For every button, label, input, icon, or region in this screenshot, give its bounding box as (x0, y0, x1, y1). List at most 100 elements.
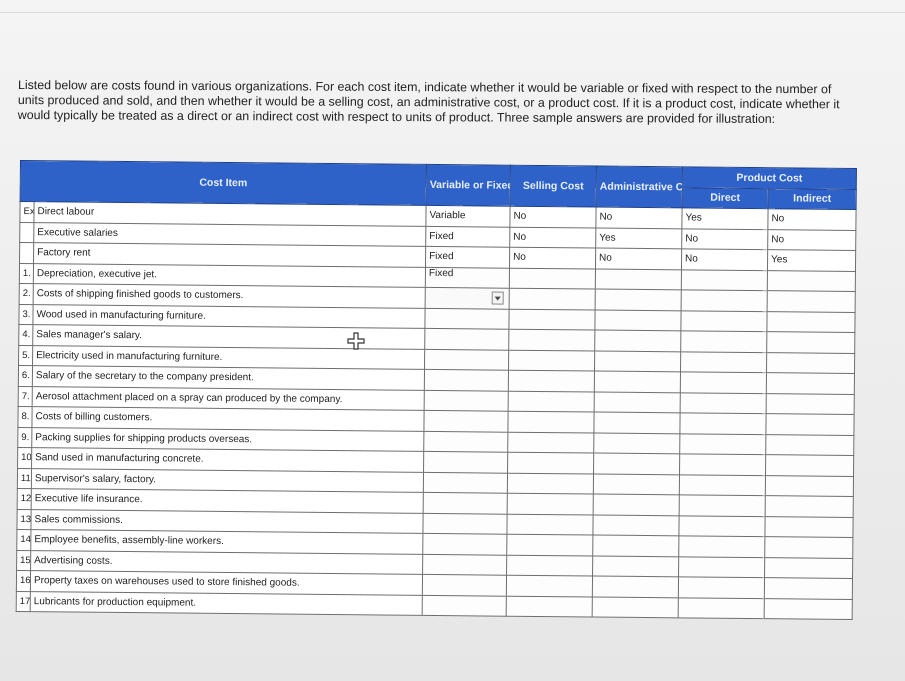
header-direct: Direct (682, 187, 769, 209)
direct-cost-select[interactable] (679, 453, 766, 476)
selling-cost-select[interactable] (506, 595, 593, 618)
administrative-cost-select[interactable] (593, 473, 680, 495)
administrative-cost-select[interactable] (592, 535, 679, 557)
variable-or-fixed-cell (427, 472, 504, 492)
variable-or-fixed-select[interactable] (422, 574, 507, 596)
selling-cost-select[interactable] (508, 308, 596, 331)
row-number: 12. (17, 488, 32, 510)
direct-cost-select[interactable] (680, 351, 767, 373)
direct-cost-select[interactable] (679, 474, 766, 496)
direct-cost-select[interactable] (680, 392, 767, 414)
selling-cost-select[interactable] (509, 267, 596, 290)
selling-cost-select[interactable] (507, 472, 594, 495)
variable-or-fixed-select[interactable] (423, 410, 509, 432)
selling-cost-select[interactable] (507, 431, 594, 454)
indirect-cost-select[interactable] (764, 557, 853, 579)
indirect-cost-select[interactable] (765, 413, 855, 436)
indirect-cost-select[interactable] (765, 475, 854, 497)
direct-cost-select[interactable] (680, 371, 767, 394)
administrative-cost-select[interactable] (592, 555, 679, 577)
indirect-cost-select[interactable] (765, 434, 854, 456)
direct-cost-select[interactable] (680, 310, 768, 332)
indirect-cost-select[interactable] (767, 290, 856, 313)
variable-or-fixed-cell (428, 390, 505, 410)
direct-cost-select[interactable] (680, 330, 767, 353)
administrative-cost-select[interactable] (595, 268, 682, 290)
variable-or-fixed-select[interactable] (422, 533, 507, 555)
variable-or-fixed-select[interactable] (424, 369, 509, 391)
administrative-cost-select[interactable] (594, 309, 682, 331)
selling-cost-select[interactable] (506, 554, 593, 577)
variable-or-fixed-select[interactable] (423, 471, 508, 494)
variable-or-fixed-select[interactable] (424, 307, 510, 330)
administrative-cost-select[interactable] (594, 330, 681, 352)
selling-cost-select[interactable] (506, 534, 593, 556)
variable-or-fixed-select[interactable] (422, 594, 507, 617)
administrative-cost-select[interactable] (593, 412, 681, 434)
selling-cost-select[interactable] (507, 493, 594, 515)
variable-or-fixed-select[interactable] (424, 389, 509, 412)
direct-cost-select[interactable] (678, 576, 765, 599)
selling-cost-select[interactable] (506, 513, 594, 536)
administrative-cost-select[interactable] (594, 350, 681, 372)
direct-cost-select[interactable] (678, 535, 765, 558)
variable-or-fixed-select[interactable] (422, 512, 508, 535)
administrative-cost-select[interactable] (593, 432, 680, 454)
administrative-cost-select[interactable] (593, 494, 680, 516)
indirect-cost-select[interactable] (764, 536, 853, 559)
administrative-cost-select[interactable] (592, 576, 679, 598)
direct-cost-select[interactable] (679, 433, 766, 455)
direct-cost-select[interactable] (678, 556, 765, 578)
selling-cost-select[interactable] (508, 390, 595, 413)
direct-cost-select[interactable] (681, 269, 768, 291)
selling-cost-select[interactable] (506, 575, 593, 597)
row-number (19, 222, 34, 243)
variable-or-fixed-cell (428, 329, 505, 349)
variable-or-fixed-select[interactable]: Fixed (425, 266, 510, 289)
administrative-cost-select[interactable] (592, 596, 679, 618)
indirect-cost-select[interactable] (764, 598, 853, 620)
indirect-cost-select[interactable] (767, 270, 856, 292)
direct-cost-value: No (681, 248, 768, 271)
row-number: 13. (16, 508, 32, 530)
variable-or-fixed-select[interactable] (422, 553, 507, 576)
indirect-cost-select[interactable] (765, 495, 854, 518)
administrative-cost-select[interactable] (592, 514, 680, 536)
administrative-cost-select[interactable] (595, 289, 682, 311)
indirect-cost-select[interactable] (765, 454, 854, 477)
selling-cost-select[interactable] (509, 288, 596, 310)
indirect-cost-value: No (767, 208, 857, 231)
indirect-cost-select[interactable] (764, 577, 853, 600)
variable-or-fixed-cell (427, 411, 504, 431)
selling-cost-select[interactable] (508, 349, 595, 372)
variable-or-fixed-select[interactable] (423, 492, 508, 514)
selling-cost-select[interactable] (507, 411, 595, 433)
indirect-cost-select[interactable] (766, 393, 855, 415)
indirect-cost-select[interactable] (766, 352, 855, 374)
variable-or-fixed-select[interactable] (425, 287, 510, 309)
direct-cost-select[interactable] (679, 412, 767, 435)
variable-or-fixed-select[interactable] (423, 430, 508, 453)
administrative-cost-select[interactable] (594, 371, 681, 393)
indirect-cost-select[interactable] (766, 331, 855, 354)
row-number: 2. (19, 283, 34, 305)
variable-or-fixed-select[interactable] (423, 451, 508, 473)
indirect-cost-select[interactable] (764, 516, 854, 538)
administrative-cost-select[interactable] (593, 453, 680, 475)
indirect-cost-select[interactable] (766, 311, 856, 333)
selling-cost-select[interactable] (507, 452, 594, 474)
dropdown-arrow-icon[interactable] (491, 291, 504, 305)
direct-cost-select[interactable] (681, 289, 768, 312)
selling-cost-select[interactable] (508, 329, 595, 351)
variable-or-fixed-select[interactable] (424, 348, 509, 371)
selling-cost-select[interactable] (508, 370, 595, 392)
variable-or-fixed-select[interactable] (424, 328, 509, 350)
direct-cost-select[interactable] (678, 597, 765, 619)
direct-cost-select[interactable] (679, 494, 766, 517)
direct-cost-select[interactable] (678, 515, 766, 537)
indirect-cost-select[interactable] (766, 372, 855, 395)
administrative-cost-select[interactable] (594, 391, 681, 413)
variable-or-fixed-value: Fixed (425, 246, 510, 268)
header-product-cost: Product Cost (682, 166, 857, 190)
variable-or-fixed-cell (428, 308, 505, 328)
